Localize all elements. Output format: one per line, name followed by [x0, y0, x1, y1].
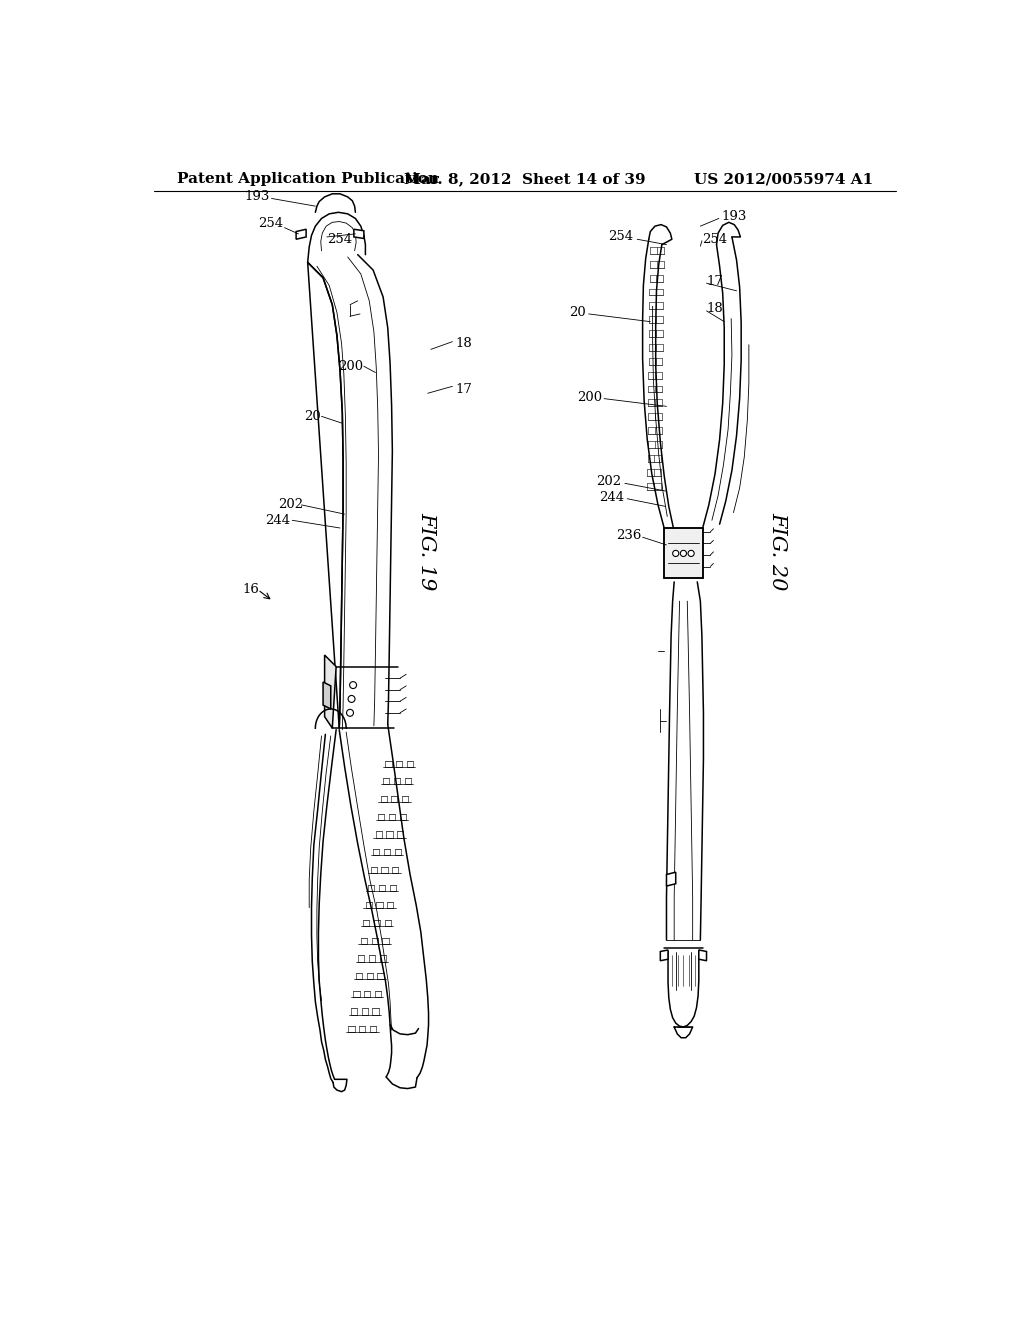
Text: 244: 244 — [265, 513, 291, 527]
Text: 20: 20 — [569, 306, 586, 319]
Polygon shape — [660, 950, 668, 961]
Circle shape — [348, 696, 355, 702]
Polygon shape — [296, 230, 306, 239]
Text: 17: 17 — [456, 383, 472, 396]
Text: 200: 200 — [339, 360, 364, 372]
Polygon shape — [354, 230, 364, 239]
Text: 236: 236 — [615, 529, 641, 543]
Text: 244: 244 — [599, 491, 624, 504]
Text: 200: 200 — [578, 391, 602, 404]
Text: Mar. 8, 2012  Sheet 14 of 39: Mar. 8, 2012 Sheet 14 of 39 — [404, 172, 645, 186]
Circle shape — [680, 550, 686, 557]
Polygon shape — [667, 873, 676, 886]
Text: 20: 20 — [304, 409, 321, 422]
Text: 254: 254 — [608, 231, 633, 243]
Text: FIG. 20: FIG. 20 — [768, 512, 786, 590]
Polygon shape — [698, 950, 707, 961]
Circle shape — [346, 709, 353, 717]
Text: 18: 18 — [707, 302, 723, 315]
Polygon shape — [323, 682, 331, 709]
Text: 16: 16 — [243, 583, 259, 597]
Text: 17: 17 — [707, 275, 723, 288]
Text: 254: 254 — [258, 218, 284, 231]
Circle shape — [349, 681, 356, 689]
Text: Patent Application Publication: Patent Application Publication — [177, 172, 438, 186]
Text: 193: 193 — [722, 210, 748, 223]
Polygon shape — [307, 263, 343, 729]
Text: 202: 202 — [279, 499, 303, 511]
Text: 18: 18 — [456, 337, 472, 350]
Polygon shape — [665, 528, 702, 578]
Text: FIG. 19: FIG. 19 — [418, 512, 436, 590]
Polygon shape — [325, 655, 336, 729]
Text: 193: 193 — [245, 190, 270, 203]
Text: 254: 254 — [327, 232, 352, 246]
Circle shape — [688, 550, 694, 557]
Text: 202: 202 — [596, 475, 622, 488]
Text: 254: 254 — [701, 232, 727, 246]
Circle shape — [673, 550, 679, 557]
Text: US 2012/0055974 A1: US 2012/0055974 A1 — [693, 172, 872, 186]
